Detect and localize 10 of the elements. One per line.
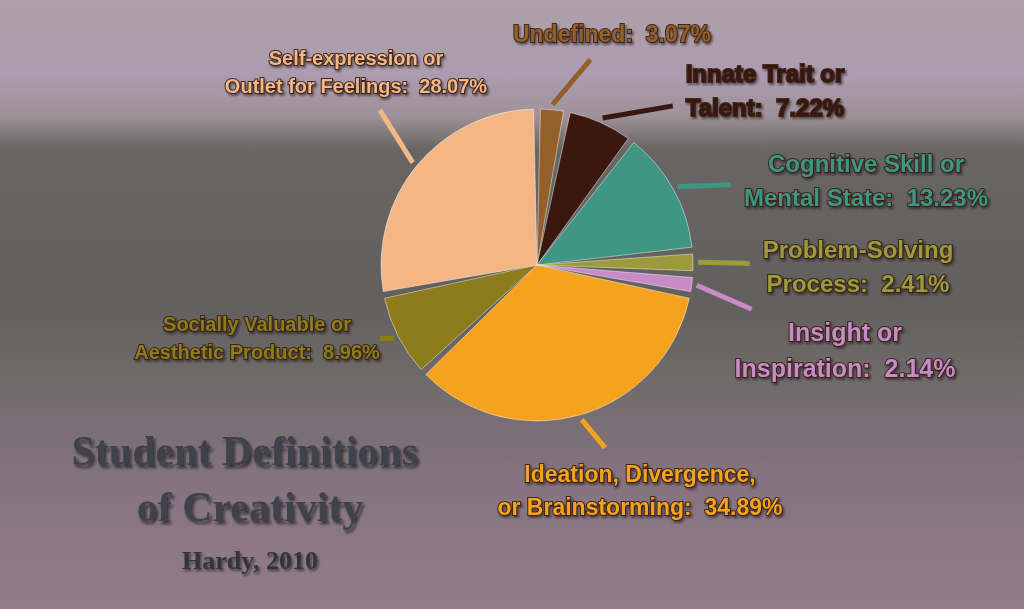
slice-label: Problem-Solving Process: 2.41% [762,235,954,297]
text: Student Definitions of Creativity [71,428,429,530]
slice-label: Insight or Inspiration: 2.14% [734,318,956,382]
slice-label: Self-expression or Outlet for Feelings: 28.07% [224,47,488,97]
slice-label: Undefined: 3.07% [512,21,712,47]
slice-label: Innate Trait or Talent: 7.22% [685,59,845,121]
slice-label: Ideation, Divergence, or Brainstorming: 34.89% [497,460,783,520]
text: Hardy, 2010 [182,545,318,575]
slice-label: Socially Valuable or Aesthetic Product: 8.96% [134,313,381,363]
slice-label: Cognitive Skill or Mental State: 13.23% [743,149,989,211]
